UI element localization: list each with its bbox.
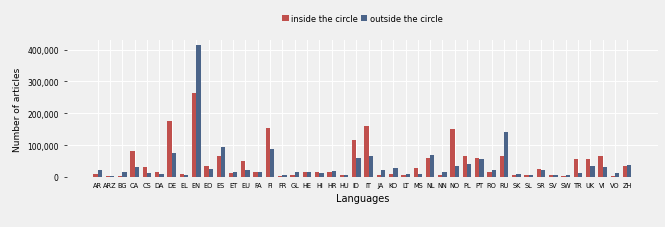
Bar — [278, 176, 283, 177]
Bar — [184, 175, 188, 177]
Bar — [283, 175, 287, 177]
Bar — [499, 156, 504, 177]
Bar — [561, 176, 565, 177]
Bar — [118, 176, 122, 177]
Bar — [549, 175, 553, 177]
Bar — [376, 175, 381, 177]
Bar — [98, 170, 102, 177]
Bar — [143, 168, 147, 177]
Bar — [266, 128, 270, 177]
Bar — [623, 166, 627, 177]
Bar — [106, 176, 110, 177]
Bar — [615, 173, 619, 177]
Bar — [565, 175, 570, 177]
Bar — [130, 152, 134, 177]
Bar — [241, 161, 245, 177]
Bar — [574, 160, 578, 177]
Bar — [192, 94, 196, 177]
Bar — [147, 173, 151, 177]
Bar — [529, 175, 533, 177]
Bar — [610, 176, 615, 177]
Bar — [450, 130, 455, 177]
Bar — [291, 175, 295, 177]
Bar — [463, 156, 467, 177]
Bar — [221, 147, 225, 177]
Bar — [401, 175, 406, 177]
Bar — [315, 173, 319, 177]
Bar — [516, 174, 521, 177]
Bar — [344, 175, 348, 177]
Bar — [512, 175, 516, 177]
Bar — [524, 175, 529, 177]
Bar — [93, 174, 98, 177]
Bar — [155, 172, 160, 177]
Bar — [414, 168, 418, 177]
Bar — [319, 173, 324, 177]
Bar — [455, 166, 459, 177]
Bar — [598, 156, 602, 177]
Bar — [541, 171, 545, 177]
Bar — [537, 169, 541, 177]
Y-axis label: Number of articles: Number of articles — [13, 67, 22, 151]
Bar — [352, 141, 356, 177]
Bar — [233, 173, 237, 177]
Bar — [591, 166, 595, 177]
Bar — [602, 168, 607, 177]
Bar — [586, 160, 591, 177]
Bar — [180, 175, 184, 177]
Bar — [487, 172, 491, 177]
Bar — [406, 175, 410, 177]
Bar — [258, 172, 262, 177]
Bar — [381, 171, 385, 177]
Bar — [467, 164, 471, 177]
Bar — [172, 153, 176, 177]
Bar — [393, 168, 398, 177]
Bar — [430, 155, 434, 177]
X-axis label: Languages: Languages — [336, 193, 389, 203]
Bar — [204, 166, 209, 177]
Bar — [491, 171, 496, 177]
Bar — [479, 160, 483, 177]
Bar — [209, 169, 213, 177]
Bar — [110, 176, 114, 177]
Bar — [438, 175, 442, 177]
Bar — [368, 156, 373, 177]
Bar — [134, 167, 139, 177]
Bar — [504, 133, 508, 177]
Bar — [418, 174, 422, 177]
Bar — [389, 174, 393, 177]
Bar — [245, 171, 250, 177]
Bar — [356, 158, 360, 177]
Bar — [196, 46, 201, 177]
Bar — [270, 149, 275, 177]
Bar — [364, 126, 368, 177]
Bar — [217, 156, 221, 177]
Bar — [295, 173, 299, 177]
Bar — [340, 175, 344, 177]
Bar — [475, 158, 479, 177]
Bar — [160, 174, 164, 177]
Bar — [253, 172, 258, 177]
Bar — [578, 173, 582, 177]
Bar — [627, 165, 632, 177]
Bar — [229, 173, 233, 177]
Bar — [426, 158, 430, 177]
Bar — [168, 122, 172, 177]
Bar — [327, 173, 332, 177]
Bar — [303, 172, 307, 177]
Bar — [122, 172, 126, 177]
Bar — [442, 173, 447, 177]
Bar — [332, 171, 336, 177]
Legend: inside the circle, outside the circle: inside the circle, outside the circle — [282, 15, 443, 24]
Bar — [307, 173, 311, 177]
Bar — [553, 175, 557, 177]
